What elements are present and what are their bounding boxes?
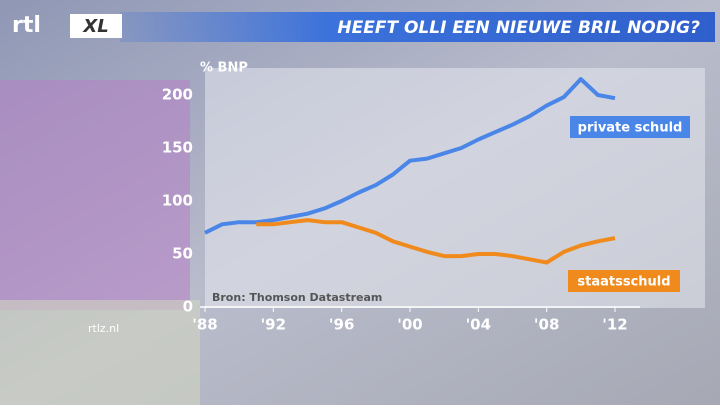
logo-badge: XL: [82, 16, 108, 37]
plot-area: [205, 68, 705, 308]
series-line: [256, 218, 616, 265]
logo: rtl: [12, 13, 41, 38]
banknotes: [0, 80, 190, 310]
title-bar: [120, 12, 715, 42]
legend-box: [570, 116, 690, 138]
y-axis-label: % BNP: [200, 61, 248, 76]
legend-label: private schuld: [578, 121, 683, 136]
x-tick-label: '12: [602, 316, 627, 334]
x-tick-label: '00: [397, 316, 422, 334]
y-tick-label: 200: [162, 86, 193, 104]
x-tick-label: '04: [466, 316, 491, 334]
title: HEEFT OLLI EEN NIEUWE BRIL NODIG?: [337, 18, 700, 38]
x-tick-label: '08: [534, 316, 559, 334]
x-tick-label: '88: [192, 316, 217, 334]
y-tick-label: 100: [162, 192, 193, 210]
url: rtlz.nl: [88, 322, 119, 335]
x-tick-label: '96: [329, 316, 354, 334]
source: Bron: Thomson Datastream: [212, 291, 382, 304]
x-tick-label: '92: [261, 316, 286, 334]
banknotes-lower: [0, 300, 200, 405]
series-line: [204, 77, 616, 235]
y-tick-label: 150: [162, 139, 193, 157]
legend-label: staatsschuld: [577, 275, 670, 290]
y-tick-label: 50: [172, 245, 193, 263]
y-tick-label: 0: [183, 298, 193, 316]
logo-badge-box: [70, 14, 122, 38]
legend-box: [568, 270, 680, 292]
